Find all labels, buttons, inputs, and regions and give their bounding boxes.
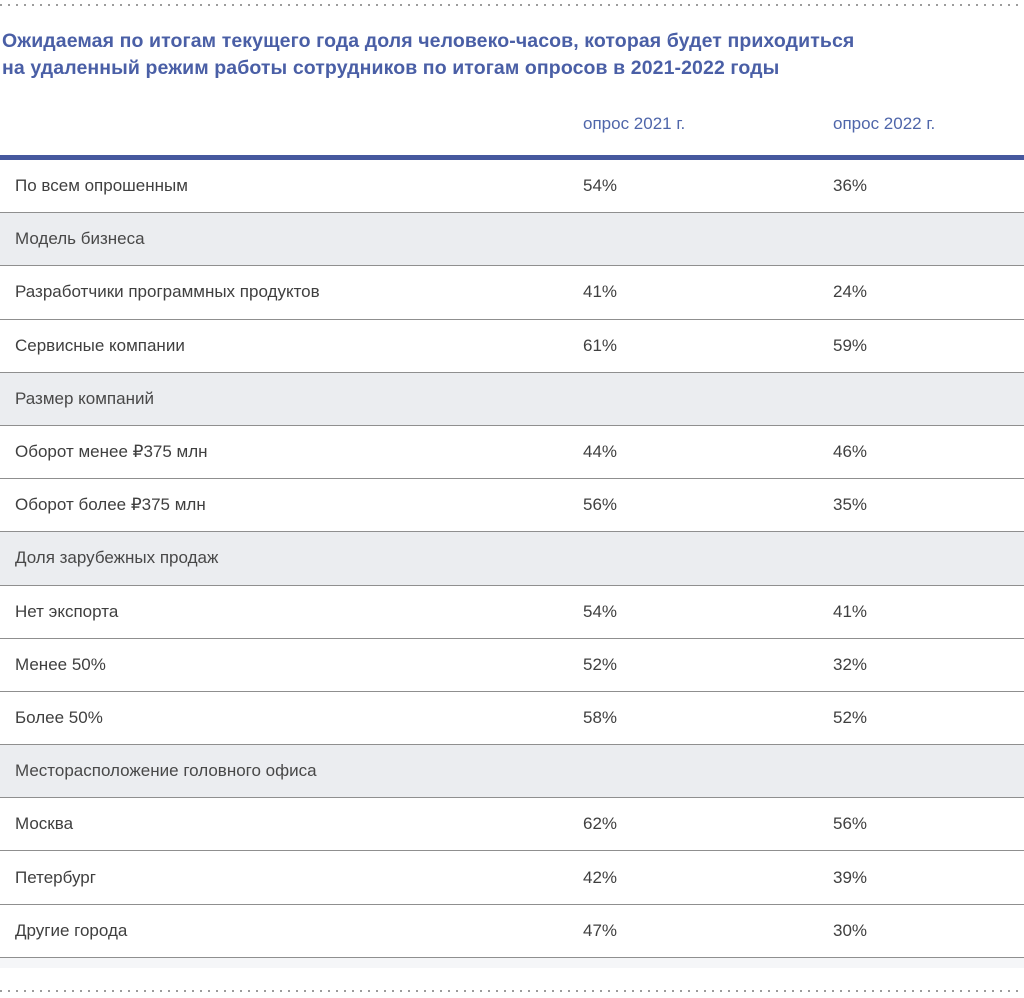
table-row: Более 50% 58% 52% — [0, 691, 1024, 746]
table-row: Сервисные компании 61% 59% — [0, 319, 1024, 373]
table-row: Москва 62% 56% — [0, 798, 1024, 852]
table-row: Петербург 42% 39% — [0, 851, 1024, 905]
value-2022: 59% — [833, 335, 868, 355]
value-2021: 47% — [583, 920, 618, 940]
value-2022: 30% — [833, 920, 868, 940]
row-label: По всем опрошенным — [15, 176, 188, 196]
section-row: Доля зарубежных продаж — [0, 532, 1024, 586]
value-2021: 44% — [583, 442, 618, 462]
row-label: Сервисные компании — [15, 335, 185, 355]
section-label: Доля зарубежных продаж — [15, 548, 219, 568]
section-row: Месторасположение головного офиса — [0, 745, 1024, 799]
table-row: Оборот менее ₽375 млн 44% 46% — [0, 425, 1024, 480]
row-label: Другие города — [15, 920, 128, 940]
value-2022: 32% — [833, 654, 868, 674]
section-row: Модель бизнеса — [0, 213, 1024, 267]
table-row: Оборот более ₽375 млн 56% 35% — [0, 479, 1024, 533]
value-2021: 56% — [583, 495, 618, 515]
row-label: Оборот менее ₽375 млн — [15, 442, 208, 462]
column-header-survey-2022: опрос 2022 г. — [833, 114, 936, 133]
value-2022: 41% — [833, 601, 868, 621]
row-label: Москва — [15, 814, 74, 834]
value-2022: 36% — [833, 176, 868, 196]
row-label: Оборот более ₽375 млн — [15, 495, 206, 515]
value-2021: 52% — [583, 654, 618, 674]
table-row: Менее 50% 52% 32% — [0, 638, 1024, 692]
row-label: Разработчики программных продуктов — [15, 282, 320, 302]
table-row: Разработчики программных продуктов 41% 24% — [0, 266, 1024, 320]
top-dotted-divider — [0, 4, 1024, 6]
table-row: По всем опрошенным 54% 36% — [0, 160, 1024, 214]
value-2021: 54% — [583, 176, 618, 196]
value-2022: 39% — [833, 867, 868, 887]
value-2021: 62% — [583, 814, 618, 834]
survey-table: По всем опрошенным 54% 36% Модель бизнеса Ра… — [0, 160, 1024, 958]
page-title: Ожидаемая по итогам текущего года доля ч… — [2, 30, 855, 79]
row-label: Более 50% — [15, 707, 103, 727]
table-footer-strip — [0, 958, 1024, 968]
value-2022: 24% — [833, 282, 868, 302]
row-label: Петербург — [15, 867, 96, 887]
header-rule — [0, 155, 1024, 160]
value-2022: 35% — [833, 495, 868, 515]
value-2022: 56% — [833, 814, 868, 834]
row-label: Нет экспорта — [15, 601, 119, 621]
value-2021: 42% — [583, 867, 618, 887]
value-2022: 46% — [833, 442, 868, 462]
section-label: Модель бизнеса — [15, 229, 145, 249]
section-label: Размер компаний — [15, 388, 154, 408]
value-2021: 61% — [583, 335, 618, 355]
bottom-dotted-divider — [0, 990, 1024, 992]
section-label: Месторасположение головного офиса — [15, 761, 317, 781]
value-2021: 54% — [583, 601, 618, 621]
table-row: Другие города 47% 30% — [0, 904, 1024, 958]
row-label: Менее 50% — [15, 654, 106, 674]
value-2022: 52% — [833, 707, 868, 727]
value-2021: 41% — [583, 282, 618, 302]
column-header-survey-2021: опрос 2021 г. — [583, 114, 686, 133]
section-row: Размер компаний — [0, 372, 1024, 426]
table-row: Нет экспорта 54% 41% — [0, 585, 1024, 639]
value-2021: 58% — [583, 707, 618, 727]
